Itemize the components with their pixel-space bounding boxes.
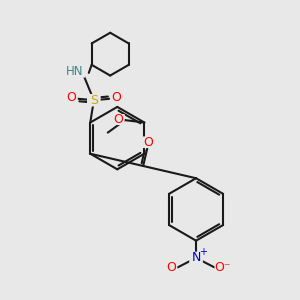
Text: +: +: [200, 247, 208, 257]
FancyBboxPatch shape: [165, 262, 177, 274]
Text: N: N: [191, 251, 201, 264]
FancyBboxPatch shape: [112, 114, 125, 125]
Text: O: O: [144, 136, 154, 149]
FancyBboxPatch shape: [110, 92, 122, 103]
FancyBboxPatch shape: [189, 252, 203, 264]
Text: O: O: [111, 91, 121, 104]
FancyBboxPatch shape: [142, 136, 155, 148]
Text: O: O: [113, 113, 123, 126]
Text: HN: HN: [66, 65, 84, 78]
FancyBboxPatch shape: [65, 65, 85, 78]
FancyBboxPatch shape: [65, 92, 78, 103]
Text: O⁻: O⁻: [214, 262, 231, 275]
Text: O: O: [67, 91, 76, 104]
FancyBboxPatch shape: [87, 94, 101, 106]
Text: S: S: [90, 94, 98, 107]
Text: O: O: [166, 262, 176, 275]
FancyBboxPatch shape: [214, 262, 231, 274]
